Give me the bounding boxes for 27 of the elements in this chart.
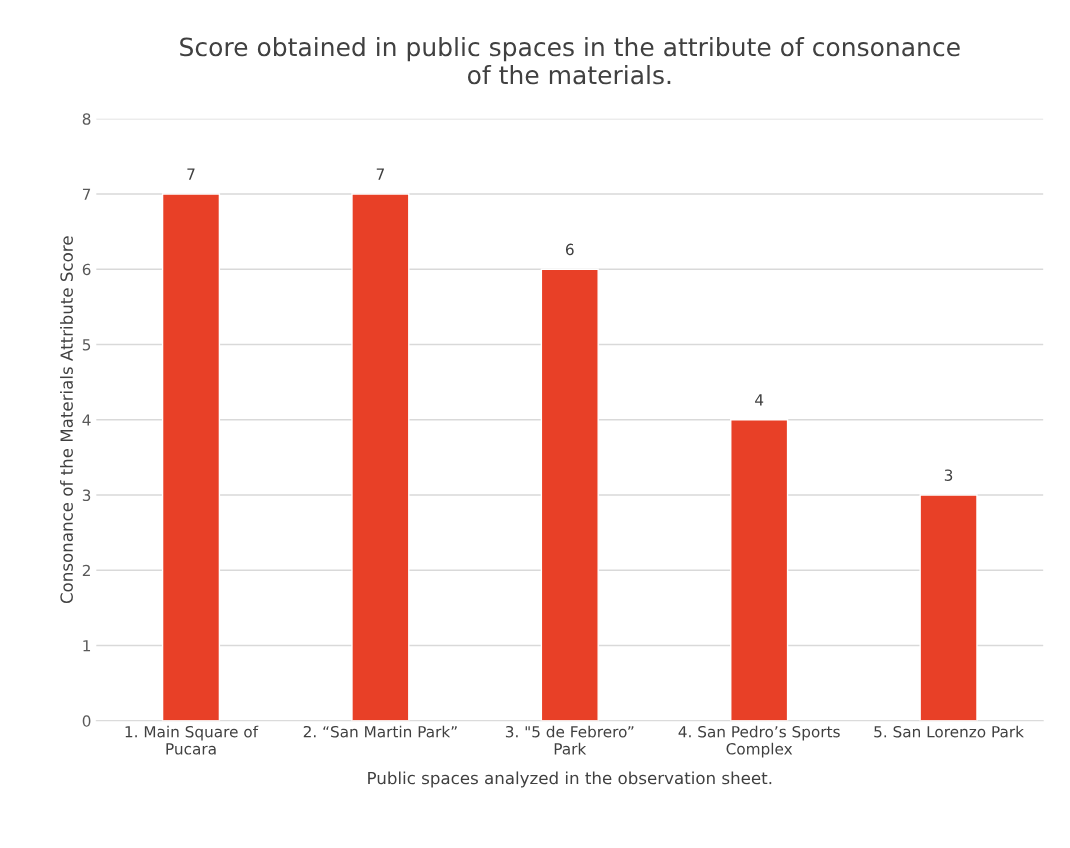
x-tick-label: 2. “San Martin Park”	[303, 725, 457, 738]
y-tick-label: 3	[82, 489, 91, 502]
data-label: 6	[565, 243, 574, 256]
y-tick-label: 0	[82, 715, 91, 727]
y-tick-label: 4	[82, 414, 91, 426]
y-tick-label: 5	[82, 339, 91, 351]
bar	[540, 268, 599, 721]
x-axis-title: Public spaces analyzed in the observation sheet.	[368, 771, 772, 788]
bar	[730, 419, 789, 721]
bar	[351, 193, 410, 721]
y-tick-label: 8	[82, 113, 91, 125]
x-tick-label: 1. Main Square of Pucara	[125, 725, 259, 755]
data-label: 7	[376, 168, 384, 180]
bar	[919, 494, 978, 721]
chart-title: Score obtained in public spaces in the attribute of consonance of the materials.	[180, 37, 960, 85]
x-tick-label: 4. San Pedro’s Sports Complex	[678, 725, 840, 758]
data-label: 3	[944, 469, 953, 481]
y-tick-label: 2	[82, 564, 90, 577]
data-label: 4	[755, 394, 764, 406]
y-tick-label: 1	[83, 640, 91, 652]
bar	[161, 193, 221, 721]
y-axis-title: Consonance of the Materials Attribute Score	[60, 236, 73, 604]
y-tick-label: 6	[82, 263, 91, 276]
data-label: 7	[187, 168, 195, 180]
x-tick-label: 3. "5 de Febrero” Park	[505, 725, 634, 755]
y-tick-label: 7	[82, 188, 91, 200]
x-tick-label: 5. San Lorenzo Park	[874, 725, 1024, 738]
